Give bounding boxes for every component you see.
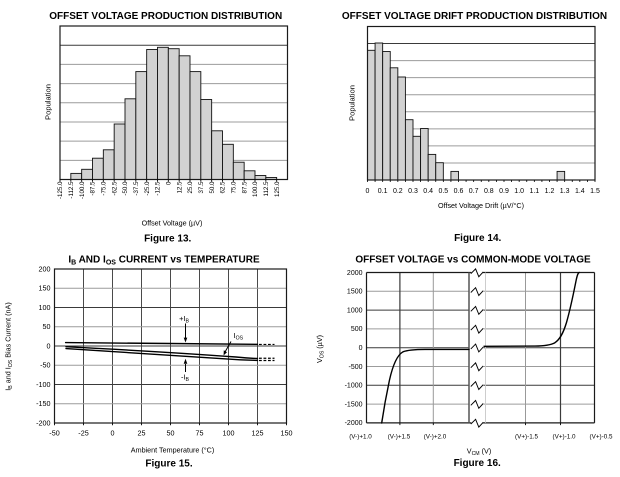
svg-text:50: 50 xyxy=(43,322,51,331)
svg-text:-2000: -2000 xyxy=(345,420,363,427)
svg-text:0: 0 xyxy=(111,429,115,438)
svg-text:25.0: 25.0 xyxy=(187,181,194,194)
svg-text:VCM (V): VCM (V) xyxy=(467,447,491,458)
svg-text:500: 500 xyxy=(351,326,363,333)
svg-text:-1000: -1000 xyxy=(345,383,363,390)
svg-text:0.8: 0.8 xyxy=(484,188,494,195)
svg-text:-500: -500 xyxy=(348,364,362,371)
svg-text:-1500: -1500 xyxy=(345,401,363,408)
svg-text:1.2: 1.2 xyxy=(545,188,555,195)
svg-text:75.0: 75.0 xyxy=(231,181,238,194)
svg-text:1000: 1000 xyxy=(347,307,363,314)
svg-text:1500: 1500 xyxy=(347,289,363,296)
svg-text:200: 200 xyxy=(39,264,51,273)
svg-text:50.0: 50.0 xyxy=(209,181,216,194)
svg-text:-125.0: -125.0 xyxy=(57,181,64,199)
svg-text:(V+)-0.5: (V+)-0.5 xyxy=(590,434,613,441)
svg-text:Figure 13.: Figure 13. xyxy=(144,233,191,244)
svg-text:Ambient Temperature (°C): Ambient Temperature (°C) xyxy=(131,446,214,455)
svg-text:150: 150 xyxy=(39,284,51,293)
svg-text:-25.0: -25.0 xyxy=(144,181,151,196)
svg-text:Offset Voltage Drift (µV/°C): Offset Voltage Drift (µV/°C) xyxy=(438,201,524,210)
svg-text:1.0: 1.0 xyxy=(514,188,524,195)
svg-text:+IB: +IB xyxy=(179,314,189,325)
svg-text:-75.0: -75.0 xyxy=(101,181,108,196)
svg-text:-50: -50 xyxy=(49,429,59,438)
svg-text:0.4: 0.4 xyxy=(423,188,433,195)
svg-text:0: 0 xyxy=(359,345,363,352)
svg-text:VOS (µV): VOS (µV) xyxy=(315,335,326,363)
svg-text:0.1: 0.1 xyxy=(378,188,388,195)
svg-text:IOS: IOS xyxy=(234,331,244,342)
svg-text:-112.5: -112.5 xyxy=(68,181,75,199)
svg-text:-100.0: -100.0 xyxy=(79,181,86,199)
svg-text:Offset Voltage (µV): Offset Voltage (µV) xyxy=(142,219,203,228)
svg-text:62.5: 62.5 xyxy=(220,181,227,194)
svg-text:Figure 15.: Figure 15. xyxy=(145,458,192,469)
svg-text:50: 50 xyxy=(167,429,175,438)
svg-text:-12.5: -12.5 xyxy=(155,181,162,196)
svg-text:0.6: 0.6 xyxy=(454,188,464,195)
svg-text:87.5: 87.5 xyxy=(241,181,248,194)
svg-text:Figure 14.: Figure 14. xyxy=(454,233,501,244)
svg-text:-50: -50 xyxy=(40,361,50,370)
svg-text:75: 75 xyxy=(196,429,204,438)
svg-text:-IB: -IB xyxy=(181,373,190,384)
svg-text:(V-)+2.0: (V-)+2.0 xyxy=(424,434,447,441)
svg-text:IB AND IOS CURRENT vs TEMPERAT: IB AND IOS CURRENT vs TEMPERATURE xyxy=(68,255,260,267)
svg-text:0.3: 0.3 xyxy=(408,188,418,195)
svg-text:-25: -25 xyxy=(78,429,88,438)
svg-text:125.0: 125.0 xyxy=(274,181,281,197)
svg-text:OFFSET VOLTAGE vs COMMON-MODE: OFFSET VOLTAGE vs COMMON-MODE VOLTAGE xyxy=(355,255,591,266)
svg-text:0: 0 xyxy=(166,181,173,185)
svg-text:0.7: 0.7 xyxy=(469,188,479,195)
svg-text:0: 0 xyxy=(366,188,370,195)
svg-text:1.3: 1.3 xyxy=(560,188,570,195)
svg-text:IB and IOS Bias Current (nA): IB and IOS Bias Current (nA) xyxy=(3,302,14,390)
svg-text:(V+)-1.0: (V+)-1.0 xyxy=(553,434,576,441)
svg-text:0: 0 xyxy=(47,341,51,350)
svg-text:-100: -100 xyxy=(36,380,50,389)
svg-text:OFFSET VOLTAGE PRODUCTION DIST: OFFSET VOLTAGE PRODUCTION DISTRIBUTION xyxy=(49,11,282,22)
svg-text:-50.0: -50.0 xyxy=(122,181,129,196)
svg-text:100: 100 xyxy=(39,303,51,312)
svg-text:1.1: 1.1 xyxy=(529,188,539,195)
svg-text:0.9: 0.9 xyxy=(499,188,509,195)
svg-text:Figure 16.: Figure 16. xyxy=(454,458,501,469)
svg-text:150: 150 xyxy=(281,429,293,438)
svg-text:OFFSET VOLTAGE DRIFT PRODUCTIO: OFFSET VOLTAGE DRIFT PRODUCTION DISTRIBU… xyxy=(342,11,607,22)
svg-text:112.5: 112.5 xyxy=(263,181,270,197)
svg-text:(V-)+1.0: (V-)+1.0 xyxy=(349,434,372,441)
svg-text:0.2: 0.2 xyxy=(393,188,403,195)
svg-text:(V-)+1.5: (V-)+1.5 xyxy=(388,434,411,441)
svg-text:1.5: 1.5 xyxy=(590,188,600,195)
svg-text:1.4: 1.4 xyxy=(575,188,585,195)
svg-text:-87.5: -87.5 xyxy=(90,181,97,196)
svg-text:100: 100 xyxy=(223,429,235,438)
svg-text:-150: -150 xyxy=(36,399,50,408)
svg-text:2000: 2000 xyxy=(347,270,363,277)
svg-text:125: 125 xyxy=(252,429,264,438)
svg-text:100.0: 100.0 xyxy=(252,181,259,197)
svg-text:-37.5: -37.5 xyxy=(133,181,140,196)
svg-text:25: 25 xyxy=(138,429,146,438)
svg-text:(V+)-1.5: (V+)-1.5 xyxy=(515,434,538,441)
svg-text:Population: Population xyxy=(348,85,357,121)
svg-text:12.5: 12.5 xyxy=(176,181,183,194)
svg-text:-200: -200 xyxy=(36,418,50,427)
svg-text:37.5: 37.5 xyxy=(198,181,205,194)
svg-text:-62.5: -62.5 xyxy=(111,181,118,196)
svg-text:Population: Population xyxy=(44,84,53,120)
svg-text:0.5: 0.5 xyxy=(438,188,448,195)
